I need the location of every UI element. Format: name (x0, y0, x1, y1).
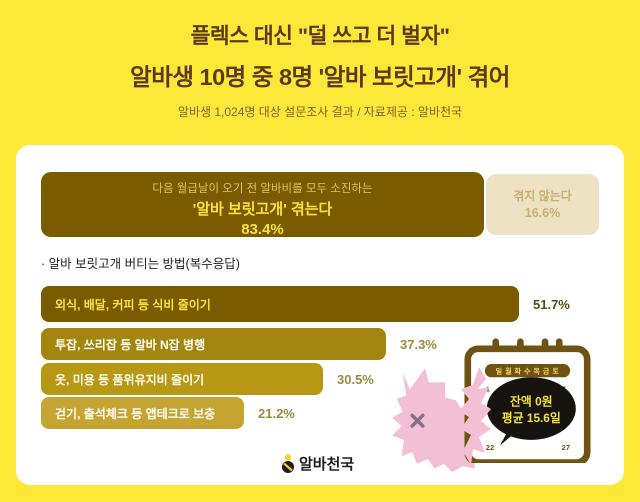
svg-text:평균 15.6일: 평균 15.6일 (502, 411, 561, 425)
svg-text:잔액 0원: 잔액 0원 (510, 395, 553, 409)
svg-text:27: 27 (562, 443, 570, 452)
svg-text:일 월 화 수 목 금 토: 일 월 화 수 목 금 토 (496, 366, 560, 375)
